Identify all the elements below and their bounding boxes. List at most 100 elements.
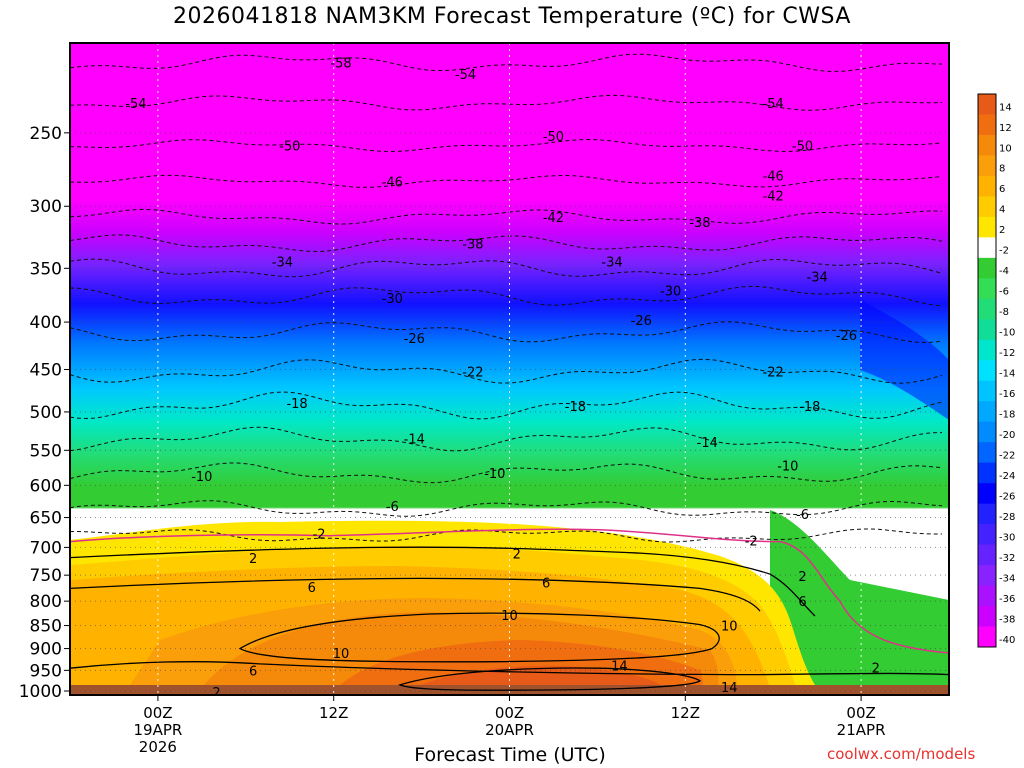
legend-label: -2 <box>999 246 1009 257</box>
contour-label: 6 <box>308 581 316 596</box>
legend-label: -6 <box>999 287 1009 298</box>
contour-label: 6 <box>798 595 806 610</box>
legend-swatch <box>978 626 996 648</box>
y-tick-label: 350 <box>30 259 62 279</box>
contour-label: -54 <box>125 97 146 112</box>
contour-label: -30 <box>660 285 681 300</box>
contour-line-solid <box>398 667 702 691</box>
legend-swatch <box>978 544 996 566</box>
contour-label: 6 <box>542 577 550 592</box>
y-tick-label: 450 <box>30 360 62 380</box>
legend-label: 8 <box>999 164 1005 175</box>
legend-label: -12 <box>999 348 1015 359</box>
contour-label: -30 <box>382 292 403 307</box>
contour-label: 2 <box>798 570 806 585</box>
contour-label: -10 <box>191 470 212 485</box>
legend-label: -8 <box>999 307 1009 318</box>
contour-label: -10 <box>777 459 798 474</box>
y-tick-label: 550 <box>30 441 62 461</box>
legend-label: -32 <box>999 553 1015 564</box>
contour-label: 14 <box>611 660 628 675</box>
legend-label: -14 <box>999 369 1015 380</box>
color-legend: 14 12 10 8 6 4 2 -2 -4 -6 -8 -10 -12 -14 -16 -18 -20 -22 -… <box>977 93 1015 648</box>
legend-swatch <box>978 401 996 423</box>
legend-border <box>977 93 997 648</box>
contour-label: 2 <box>513 548 521 563</box>
contour-label: -6 <box>796 508 809 523</box>
contour-line-dashed <box>70 285 943 307</box>
contour-label: -18 <box>286 397 307 412</box>
contour-label: -58 <box>330 57 351 72</box>
contour-line-solid <box>70 661 949 676</box>
legend-label: -30 <box>999 532 1015 543</box>
plot-area: -58 -54 -54 -54 -50 -50 -50 -46 -46 -42 -42 -38 -38 -… <box>70 43 949 695</box>
y-tick-label: 250 <box>30 124 62 144</box>
legend-swatch <box>978 462 996 484</box>
y-tick-label: 650 <box>30 509 62 529</box>
legend-swatch <box>978 360 996 382</box>
legend-label: -40 <box>999 635 1015 646</box>
legend-swatch <box>978 380 996 402</box>
y-tick-label: 400 <box>30 313 62 333</box>
legend-label: -18 <box>999 410 1015 421</box>
contour-line-dashed <box>70 500 943 517</box>
legend-swatch <box>978 94 996 115</box>
contour-label: -34 <box>807 270 828 285</box>
contour-label: 10 <box>333 647 350 662</box>
contour-label: -34 <box>601 255 622 270</box>
legend-swatch <box>978 114 996 136</box>
legend-label: 6 <box>999 184 1005 195</box>
y-tick-label: 900 <box>30 640 62 660</box>
contour-line-dashed <box>70 208 943 225</box>
legend-swatch <box>978 606 996 628</box>
contour-label: -6 <box>386 500 399 515</box>
legend-swatch <box>978 319 996 341</box>
contour-label: 6 <box>249 664 257 679</box>
y-tick-label: 700 <box>30 538 62 558</box>
x-tick-label: 12Z <box>319 704 348 722</box>
legend-label: -22 <box>999 450 1015 461</box>
contour-label: -42 <box>763 189 784 204</box>
legend-label: 2 <box>999 225 1005 236</box>
x-axis-title: Forecast Time (UTC) <box>414 744 606 766</box>
legend-label: 4 <box>999 205 1005 216</box>
legend-swatch <box>978 565 996 587</box>
legend-swatch <box>978 196 996 218</box>
contour-label: -22 <box>763 365 784 380</box>
contour-line-dashed <box>70 94 943 111</box>
contour-label: -54 <box>763 97 784 112</box>
contour-line-solid <box>70 546 816 617</box>
x-tick-label: 00Z <box>143 704 172 722</box>
legend-label: -26 <box>999 491 1015 502</box>
contour-label: -2 <box>745 534 758 549</box>
x-tick-label: 00Z <box>495 704 524 722</box>
legend-swatch <box>978 175 996 197</box>
contour-label: -42 <box>543 211 564 226</box>
contour-line-dashed <box>70 426 943 452</box>
y-tick-label: 950 <box>30 661 62 681</box>
contour-label: -18 <box>565 400 586 415</box>
contour-line-dashed <box>70 53 943 72</box>
y-tick-label: 600 <box>30 476 62 496</box>
legend-swatch <box>978 278 996 300</box>
x-tick-label: 12Z <box>671 704 700 722</box>
contour-label: -18 <box>799 400 820 415</box>
legend-label: -4 <box>999 266 1009 277</box>
legend-label: -16 <box>999 389 1015 400</box>
x-tick-label: 20APR <box>485 721 534 739</box>
contour-line-dashed <box>70 528 942 543</box>
contour-label: -50 <box>543 130 564 145</box>
y-tick-label: 1000 <box>19 682 62 702</box>
legend-swatch <box>978 421 996 443</box>
legend-swatch <box>978 237 996 259</box>
legend-swatch <box>978 257 996 279</box>
credit-text: coolwx.com/models <box>827 745 976 763</box>
contour-label: -54 <box>455 68 476 83</box>
legend-label: -10 <box>999 328 1015 339</box>
contour-label: -50 <box>792 140 813 155</box>
legend-swatch <box>978 155 996 177</box>
contour-line-solid <box>70 577 761 612</box>
contour-label: -26 <box>631 314 652 329</box>
contour-label: 2 <box>872 661 880 676</box>
